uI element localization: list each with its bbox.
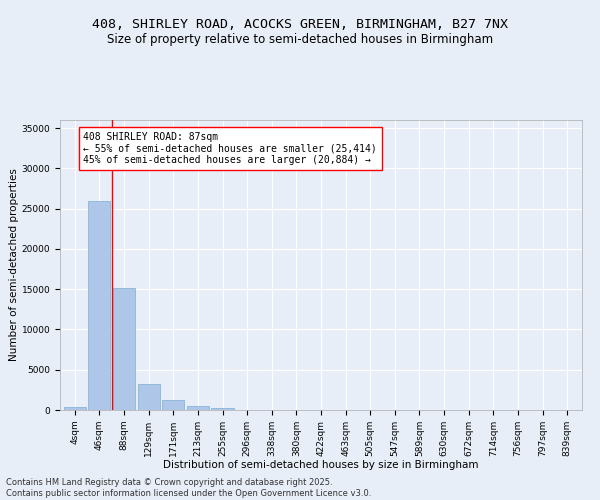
Text: 408 SHIRLEY ROAD: 87sqm
← 55% of semi-detached houses are smaller (25,414)
45% o: 408 SHIRLEY ROAD: 87sqm ← 55% of semi-de… <box>83 132 377 166</box>
X-axis label: Distribution of semi-detached houses by size in Birmingham: Distribution of semi-detached houses by … <box>163 460 479 470</box>
Text: Size of property relative to semi-detached houses in Birmingham: Size of property relative to semi-detach… <box>107 32 493 46</box>
Bar <box>64 407 86 410</box>
Bar <box>162 400 184 410</box>
Bar <box>113 288 135 410</box>
Text: Contains HM Land Registry data © Crown copyright and database right 2025.
Contai: Contains HM Land Registry data © Crown c… <box>6 478 371 498</box>
Bar <box>211 408 233 410</box>
Bar <box>88 200 110 410</box>
Y-axis label: Number of semi-detached properties: Number of semi-detached properties <box>9 168 19 362</box>
Bar <box>187 406 209 410</box>
Bar <box>137 384 160 410</box>
Text: 408, SHIRLEY ROAD, ACOCKS GREEN, BIRMINGHAM, B27 7NX: 408, SHIRLEY ROAD, ACOCKS GREEN, BIRMING… <box>92 18 508 30</box>
